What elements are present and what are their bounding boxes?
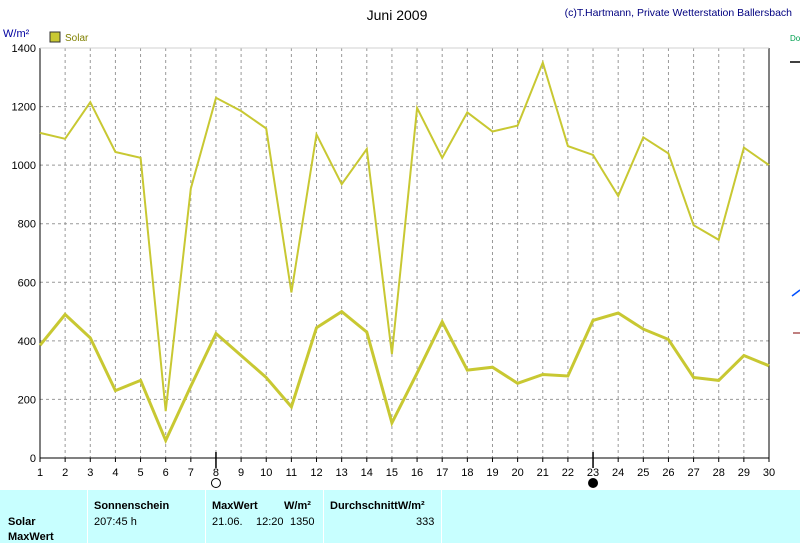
footer-sonnenschein: Sonnenschein 207:45 h [88,490,206,543]
row-label-maxwert: MaxWert [8,531,54,543]
y-tick-label: 600 [18,277,36,289]
y-tick-label: 200 [18,394,36,406]
footer-maxwert: MaxWert W/m² 21.06. 12:20 1350 [206,490,324,543]
x-tick-label: 9 [238,467,244,479]
marker-layer [210,478,599,488]
x-tick-label: 12 [310,467,322,479]
x-tick-label: 20 [511,467,523,479]
y-tick-label: 0 [30,453,36,465]
legend-label: Solar [65,33,89,44]
x-tick-label: 17 [436,467,448,479]
x-tick-label: 19 [486,467,498,479]
series-line-max [39,59,770,412]
series-layer [38,59,770,445]
x-tick-label: 5 [137,467,143,479]
durchschnitt-header: DurchschnittW/m² [330,500,425,512]
x-tick-label: 22 [562,467,574,479]
y-tick-label: 800 [18,219,36,231]
x-tick-label: 13 [336,467,348,479]
x-tick-label: 1 [37,467,43,479]
x-tick-label: 4 [112,467,118,479]
x-tick-label: 30 [763,467,775,479]
maxwert-date: 21.06. [212,516,243,528]
x-tick-label: 29 [738,467,750,479]
y-axis-unit: W/m² [3,28,30,40]
right-edge-marks: Do [790,34,800,334]
y-tick-label: 1000 [12,160,36,172]
x-tick-label: 3 [87,467,93,479]
maxwert-value: 1350 [290,516,315,528]
copyright-text: (c)T.Hartmann, Private Wetterstation Bal… [565,7,793,19]
x-tick-label: 26 [662,467,674,479]
footer-row-labels: Solar MaxWert [0,490,88,543]
footer-empty [442,490,800,543]
x-tick-label: 16 [411,467,423,479]
sonnenschein-header: Sonnenschein [94,500,170,512]
x-tick-label: 8 [213,467,219,479]
maxwert-header: MaxWert [212,500,258,512]
x-tick-label: 27 [687,467,699,479]
x-tick-label: 15 [386,467,398,479]
chart-title: Juni 2009 [367,7,428,23]
y-tick-label: 1400 [12,43,36,55]
durchschnitt-value: 333 [416,516,435,528]
solar-chart: Juni 2009 (c)T.Hartmann, Private Wetters… [3,7,800,488]
maxwert-unit-header: W/m² [284,500,311,512]
series-line-mean [38,309,770,445]
maxwert-time: 12:20 [256,516,284,528]
x-tick-label: 21 [537,467,549,479]
new-moon-marker [588,478,599,488]
x-tick-label: 10 [260,467,272,479]
x-tick-label: 6 [163,467,169,479]
row-label-solar: Solar [8,516,36,528]
x-tick-label: 7 [188,467,194,479]
svg-text:Do: Do [790,34,800,43]
x-tick-label: 2 [62,467,68,479]
stats-footer: Solar MaxWert Sonnenschein 207:45 h MaxW… [0,490,800,543]
footer-durchschnitt: DurchschnittW/m² 333 [324,490,442,543]
sonnenschein-value: 207:45 h [94,516,137,528]
x-tick-label: 14 [361,467,373,479]
y-tick-label: 400 [18,336,36,348]
grid [40,47,769,458]
full-moon-marker [210,478,221,488]
x-tick-label: 24 [612,467,624,479]
x-tick-label: 25 [637,467,649,479]
x-tick-label: 23 [587,467,599,479]
x-tick-label: 18 [461,467,473,479]
x-tick-label: 11 [286,467,297,479]
x-tick-label: 28 [713,467,725,479]
legend-swatch [49,31,61,43]
y-tick-label: 1200 [12,102,36,114]
